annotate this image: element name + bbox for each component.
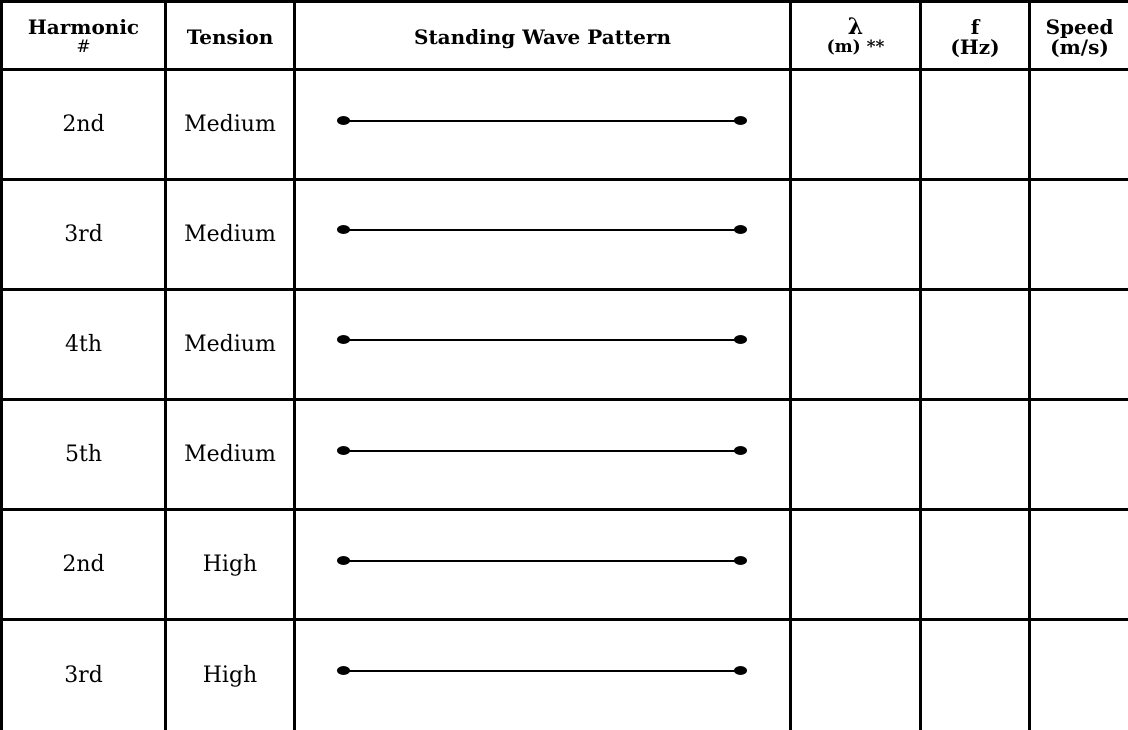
header-harmonic: Harmonic # xyxy=(3,3,164,71)
string-endpoint xyxy=(337,556,350,565)
cell-tension: High xyxy=(202,663,258,688)
header-harmonic-label: Harmonic xyxy=(27,15,140,39)
string-endpoint xyxy=(337,225,350,234)
string-endpoint xyxy=(734,335,747,344)
cell-harmonic: 3rd xyxy=(64,222,103,247)
header-frequency: f (Hz) xyxy=(922,3,1028,71)
cell-harmonic: 5th xyxy=(64,442,102,467)
string-endpoint xyxy=(337,666,350,675)
string-endpoint xyxy=(337,116,350,125)
string-line xyxy=(344,560,740,562)
cell-tension: Medium xyxy=(184,442,276,467)
cell-harmonic: 3rd xyxy=(64,663,103,688)
column-divider xyxy=(919,0,922,730)
string-line xyxy=(344,450,740,452)
table-border-left xyxy=(0,0,3,730)
header-lambda-sub: (m) ** xyxy=(826,37,885,57)
string-line xyxy=(344,120,740,122)
row-divider xyxy=(0,398,1128,401)
header-pattern: Standing Wave Pattern xyxy=(296,3,789,71)
header-speed-sub: (m/s) xyxy=(1050,35,1109,59)
cell-harmonic: 4th xyxy=(64,332,102,357)
header-speed-label: Speed xyxy=(1045,15,1114,39)
header-speed: Speed (m/s) xyxy=(1031,3,1128,71)
string-endpoint xyxy=(734,225,747,234)
row-divider xyxy=(0,68,1128,71)
row-divider xyxy=(0,288,1128,291)
string-line xyxy=(344,339,740,341)
table-border-top xyxy=(0,0,1128,3)
header-lambda-symbol: λ xyxy=(847,14,864,40)
column-divider xyxy=(789,0,792,730)
column-divider xyxy=(1028,0,1031,730)
header-freq-sub: (Hz) xyxy=(950,35,1000,59)
string-endpoint xyxy=(337,446,350,455)
string-line xyxy=(344,670,740,672)
cell-tension: High xyxy=(202,552,258,577)
row-divider xyxy=(0,618,1128,621)
cell-harmonic: 2nd xyxy=(62,552,105,577)
header-harmonic-sub: # xyxy=(76,37,91,57)
header-pattern-label: Standing Wave Pattern xyxy=(414,25,671,49)
header-tension: Tension xyxy=(167,3,293,71)
cell-harmonic: 2nd xyxy=(62,112,105,137)
string-endpoint xyxy=(734,666,747,675)
cell-tension: Medium xyxy=(184,332,276,357)
string-endpoint xyxy=(734,556,747,565)
cell-tension: Medium xyxy=(184,112,276,137)
column-divider xyxy=(293,0,296,730)
row-divider xyxy=(0,508,1128,511)
row-divider xyxy=(0,178,1128,181)
string-endpoint xyxy=(734,446,747,455)
header-wavelength: λ (m) ** xyxy=(792,3,919,71)
string-line xyxy=(344,229,740,231)
header-tension-label: Tension xyxy=(186,25,274,49)
header-freq-label: f xyxy=(970,15,980,39)
cell-tension: Medium xyxy=(184,222,276,247)
string-endpoint xyxy=(734,116,747,125)
string-endpoint xyxy=(337,335,350,344)
column-divider xyxy=(164,0,167,730)
